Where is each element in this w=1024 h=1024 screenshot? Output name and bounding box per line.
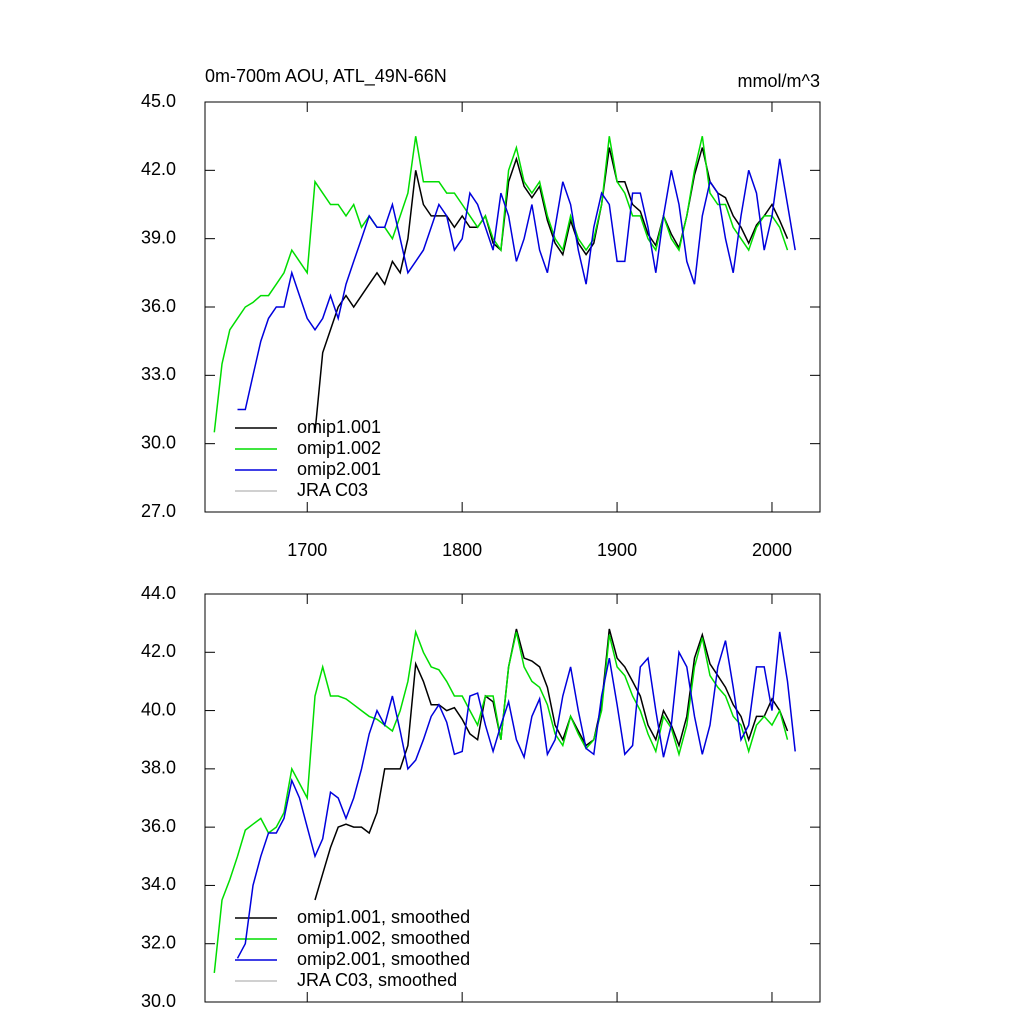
unit-label: mmol/m^3 xyxy=(738,71,820,91)
chart-title: 0m-700m AOU, ATL_49N-66N xyxy=(205,66,447,87)
y-tick-label: 45.0 xyxy=(141,91,176,111)
legend-label: omip2.001, smoothed xyxy=(297,949,470,969)
series-line xyxy=(213,136,789,433)
legend-label: omip1.001, smoothed xyxy=(297,907,470,927)
y-tick-label: 39.0 xyxy=(141,227,176,247)
series-line xyxy=(236,631,796,959)
series-line xyxy=(237,158,796,411)
legend-label: omip2.001 xyxy=(297,459,381,479)
y-tick-label: 27.0 xyxy=(141,501,176,521)
y-tick-label: 34.0 xyxy=(141,874,176,894)
series-line xyxy=(213,628,789,973)
y-tick-label: 36.0 xyxy=(141,296,176,316)
y-tick-label: 38.0 xyxy=(141,758,176,778)
legend-label: omip1.001 xyxy=(297,417,381,437)
legend-label: omip1.002 xyxy=(297,438,381,458)
x-tick-label: 1800 xyxy=(442,540,482,560)
series-line xyxy=(314,628,789,901)
legend-label: JRA C03 xyxy=(297,480,368,500)
plot-frame xyxy=(204,593,821,1003)
y-tick-label: 30.0 xyxy=(141,432,176,452)
x-tick-label: 1700 xyxy=(287,540,327,560)
y-tick-label: 36.0 xyxy=(141,816,176,836)
y-tick-label: 30.0 xyxy=(141,991,176,1011)
legend-label: omip1.002, smoothed xyxy=(297,928,470,948)
y-tick-label: 42.0 xyxy=(141,159,176,179)
legend-label: JRA C03, smoothed xyxy=(297,970,457,990)
x-tick-label: 1900 xyxy=(597,540,637,560)
y-tick-label: 42.0 xyxy=(141,641,176,661)
series-line xyxy=(314,147,789,433)
y-tick-label: 40.0 xyxy=(141,699,176,719)
x-tick-label: 2000 xyxy=(752,540,792,560)
y-tick-label: 32.0 xyxy=(141,932,176,952)
y-tick-label: 44.0 xyxy=(141,583,176,603)
y-tick-label: 33.0 xyxy=(141,364,176,384)
